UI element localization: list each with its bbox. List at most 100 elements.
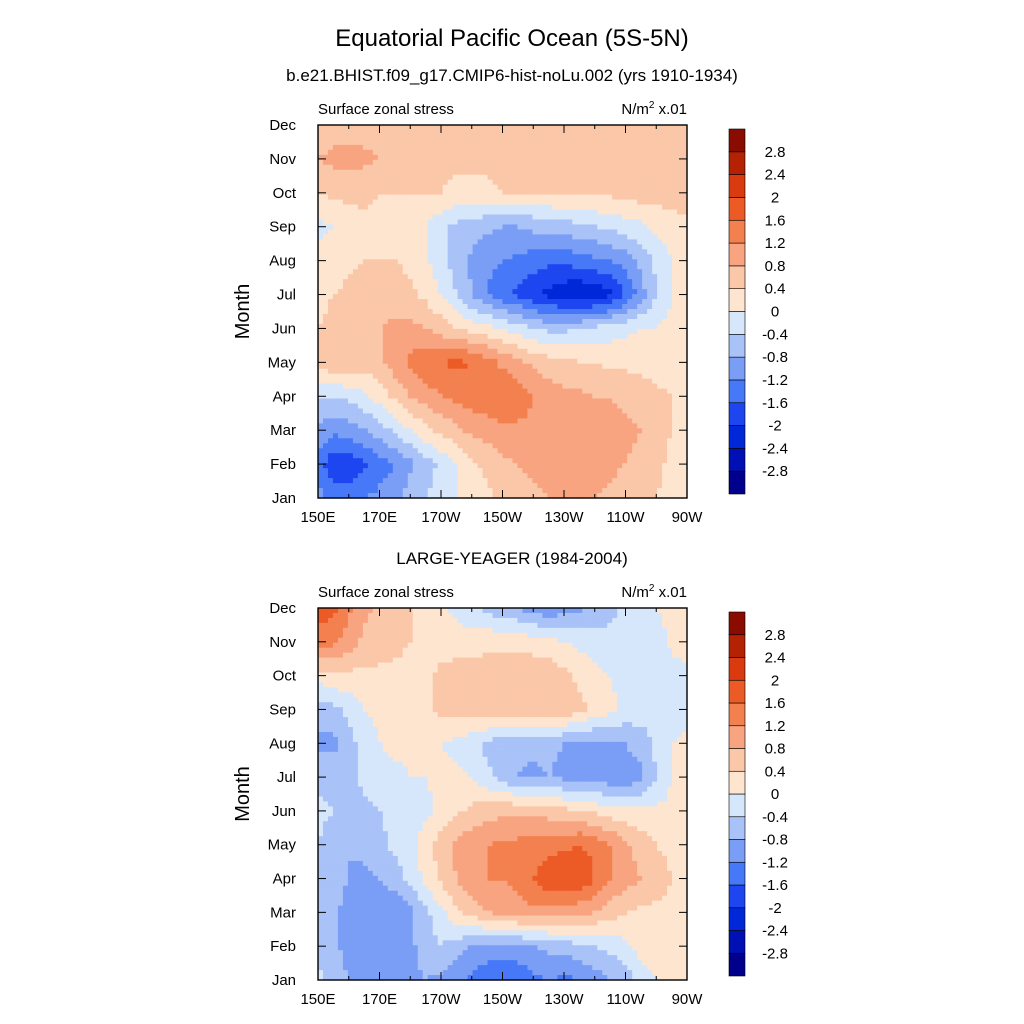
field-cell [602, 234, 608, 240]
field-cell [607, 433, 613, 439]
field-cell [512, 239, 519, 245]
field-cell [357, 274, 364, 280]
field-cell [612, 304, 618, 310]
field-cell [577, 244, 583, 250]
field-cell [472, 254, 479, 260]
field-cell [327, 184, 334, 191]
field-cell [682, 443, 688, 449]
field-cell [367, 169, 374, 176]
field-cell [537, 264, 543, 270]
field-cell [557, 259, 563, 265]
field-cell [612, 139, 618, 146]
field-cell [412, 209, 419, 216]
field-cell [422, 358, 429, 365]
field-cell [412, 333, 419, 340]
field-cell [417, 249, 424, 255]
field-cell [637, 294, 643, 300]
field-cell [642, 234, 648, 240]
field-cell [467, 299, 474, 305]
field-cell [412, 169, 419, 176]
field-cell [652, 318, 658, 325]
field-cell [337, 358, 344, 365]
field-cell [582, 184, 588, 191]
field-cell [572, 284, 578, 290]
field-cell [652, 453, 658, 459]
field-cell [422, 323, 429, 330]
field-cell [602, 154, 608, 161]
field-cell [662, 284, 668, 290]
field-cell [537, 443, 543, 449]
field-cell [342, 289, 349, 295]
field-cell [627, 453, 633, 459]
field-cell [517, 269, 524, 275]
field-cell [617, 259, 623, 265]
field-cell [362, 388, 369, 395]
field-cell [318, 313, 324, 320]
field-cell [392, 239, 399, 245]
field-cell [627, 289, 633, 295]
field-cell [387, 313, 394, 320]
field-cell [642, 229, 648, 236]
field-cell [387, 458, 394, 464]
field-cell [672, 368, 678, 375]
field-cell [647, 368, 653, 375]
field-cell [502, 259, 509, 265]
field-cell [532, 403, 539, 410]
field-cell [387, 289, 394, 295]
field-cell [657, 154, 663, 161]
field-cell [407, 174, 414, 181]
field-cell [617, 309, 623, 315]
field-cell [472, 378, 479, 385]
field-cell [507, 433, 514, 439]
field-cell [318, 408, 324, 415]
field-cell [532, 408, 539, 415]
field-cell [582, 433, 588, 439]
field-cell [442, 378, 449, 385]
field-cell [482, 313, 489, 320]
field-cell [602, 433, 608, 439]
field-cell [437, 209, 444, 216]
field-cell [387, 438, 394, 444]
field-cell [642, 269, 648, 275]
field-cell [602, 249, 608, 255]
field-cell [382, 149, 389, 156]
field-cell [587, 328, 593, 335]
field-cell [542, 279, 548, 285]
field-cell [512, 378, 519, 385]
field-cell [512, 144, 519, 151]
field-cell [477, 239, 484, 245]
field-cell [612, 289, 618, 295]
field-cell [318, 264, 324, 270]
field-cell [422, 259, 429, 265]
field-cell [602, 239, 608, 245]
field-cell [402, 294, 409, 300]
field-cell [597, 294, 603, 300]
field-cell [677, 423, 683, 429]
field-cell [392, 438, 399, 444]
field-cell [562, 433, 568, 439]
field-cell [427, 189, 434, 196]
field-cell [318, 154, 324, 161]
field-cell [542, 388, 548, 395]
field-cell [487, 239, 494, 245]
field-cell [607, 129, 613, 136]
field-cell [407, 289, 414, 295]
field-cell [487, 224, 494, 231]
field-cell [662, 433, 668, 439]
field-cell [662, 363, 668, 370]
field-cell [352, 204, 359, 211]
field-cell [427, 284, 434, 290]
field-cell [552, 144, 558, 151]
field-cell [612, 294, 618, 300]
field-cell [462, 318, 469, 325]
field-cell [437, 274, 444, 280]
field-cell [467, 179, 474, 186]
field-cell [412, 458, 419, 464]
field-cell [507, 323, 514, 330]
field-cell [477, 289, 484, 295]
field-cell [332, 159, 339, 166]
field-cell [362, 129, 369, 136]
field-cell [677, 398, 683, 405]
field-cell [667, 224, 673, 231]
field-cell [622, 164, 628, 171]
